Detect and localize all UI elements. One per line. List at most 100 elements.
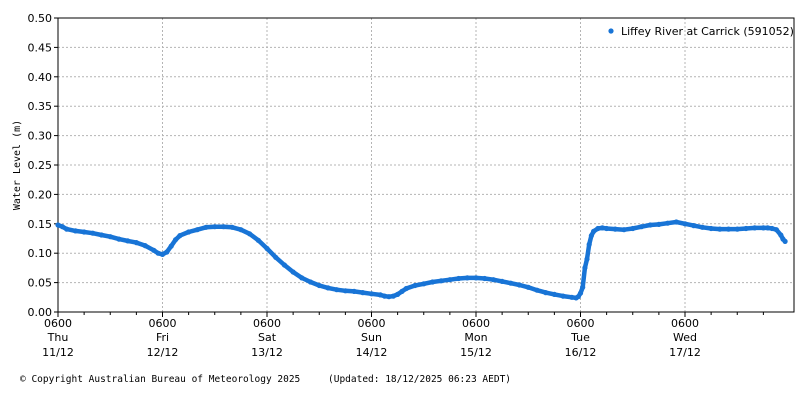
data-point <box>142 243 148 249</box>
data-point <box>194 227 200 233</box>
data-point <box>212 224 218 230</box>
data-point <box>155 250 161 256</box>
data-point <box>238 227 244 233</box>
updated-timestamp: (Updated: 18/12/2025 06:23 AEDT) <box>328 374 512 385</box>
data-point <box>116 236 122 242</box>
legend-label: Liffey River at Carrick (591052) <box>621 25 794 38</box>
data-point <box>368 291 375 297</box>
y-tick-label: 0.05 <box>28 277 53 290</box>
data-point <box>630 225 636 232</box>
data-point <box>299 275 305 281</box>
x-tick-label-day: Fri <box>156 331 169 344</box>
data-point <box>164 249 170 255</box>
data-point <box>577 290 584 296</box>
data-point <box>725 226 732 232</box>
data-point <box>595 225 601 232</box>
data-point <box>360 290 366 296</box>
x-tick-label-time: 0600 <box>567 317 595 330</box>
data-point <box>255 237 261 243</box>
data-point <box>569 294 575 300</box>
x-tick-label-day: Sun <box>361 331 382 344</box>
data-point <box>584 256 590 262</box>
data-point <box>203 224 209 230</box>
data-point <box>247 231 253 237</box>
y-tick-label: 0.45 <box>28 41 53 54</box>
y-tick-label: 0.15 <box>28 218 53 231</box>
data-point <box>177 233 183 239</box>
data-point <box>734 226 740 232</box>
x-tick-label-day: Wed <box>673 331 697 344</box>
data-point <box>773 227 780 233</box>
data-point <box>159 251 166 257</box>
x-tick-label-date: 15/12 <box>460 346 492 359</box>
data-point <box>665 220 671 226</box>
x-tick-label-time: 0600 <box>253 317 281 330</box>
x-tick-label-day: Mon <box>464 331 487 344</box>
data-point <box>473 275 479 281</box>
y-tick-label: 0.20 <box>28 188 53 201</box>
x-tick-label-time: 0600 <box>462 317 490 330</box>
data-point <box>281 262 287 268</box>
y-tick-label: 0.00 <box>28 306 53 319</box>
data-point <box>456 275 462 282</box>
data-point <box>125 238 131 244</box>
data-point <box>290 269 296 275</box>
legend-marker <box>608 28 614 34</box>
data-point <box>490 277 496 283</box>
data-point <box>482 275 488 282</box>
x-tick-label-time: 0600 <box>149 317 177 330</box>
data-point <box>588 233 595 239</box>
data-point <box>586 241 592 247</box>
data-point <box>316 282 322 289</box>
data-point <box>382 293 388 299</box>
x-tick-label-date: 17/12 <box>669 346 701 359</box>
data-point <box>421 281 427 287</box>
data-point <box>399 288 405 294</box>
x-tick-label-date: 11/12 <box>42 346 74 359</box>
data-point <box>591 228 597 234</box>
data-point <box>638 224 645 230</box>
y-tick-label: 0.30 <box>28 130 53 143</box>
data-point <box>334 287 340 293</box>
data-point <box>580 284 586 290</box>
data-point <box>351 288 357 294</box>
x-tick-label-day: Sat <box>258 331 277 344</box>
data-point <box>717 226 723 232</box>
y-axis-ticks: 0.00 0.05 0.10 0.15 0.20 0.25 0.30 0.35 0.40 0.45… <box>28 12 58 319</box>
data-point <box>186 229 192 235</box>
x-axis-ticks: 0600Thu11/120600Fri12/120600Sat13/120600… <box>42 312 764 359</box>
data-point <box>516 282 523 288</box>
copyright-notice: © Copyright Australian Bureau of Meteoro… <box>20 374 301 385</box>
data-point <box>412 282 418 289</box>
y-tick-label: 0.35 <box>28 100 53 113</box>
x-tick-label-day: Thu <box>47 331 69 344</box>
data-point <box>499 278 505 284</box>
data-point <box>464 275 470 281</box>
data-point <box>765 225 771 231</box>
data-point <box>342 288 348 294</box>
x-tick-label-date: 12/12 <box>147 346 179 359</box>
y-tick-label: 0.50 <box>28 12 53 25</box>
x-tick-label-date: 13/12 <box>251 346 283 359</box>
y-tick-label: 0.10 <box>28 247 53 260</box>
data-point <box>551 291 558 297</box>
data-point <box>229 224 235 230</box>
data-point <box>390 293 396 299</box>
data-point <box>447 277 453 283</box>
series-line <box>55 219 788 301</box>
data-point <box>220 224 227 230</box>
data-point <box>534 287 540 293</box>
data-point <box>752 225 758 231</box>
data-point <box>133 240 139 246</box>
data-point <box>151 247 157 253</box>
data-point <box>107 234 113 240</box>
data-point <box>55 222 61 228</box>
data-point <box>599 225 605 231</box>
data-point <box>438 278 444 284</box>
data-point <box>656 221 662 227</box>
data-point <box>769 225 775 232</box>
data-point <box>429 279 436 285</box>
data-point <box>59 224 65 230</box>
data-point <box>525 284 531 290</box>
data-point <box>743 225 749 232</box>
